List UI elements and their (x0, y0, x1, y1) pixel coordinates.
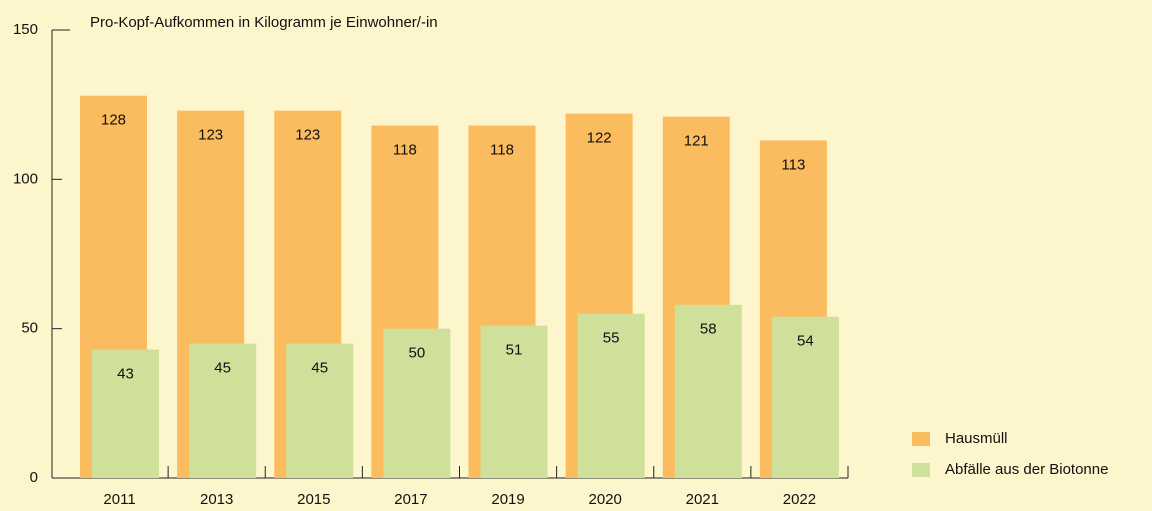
value-label: 118 (393, 142, 417, 159)
x-tick-label: 2019 (491, 491, 524, 508)
x-tick-label: 2015 (297, 491, 330, 508)
legend-swatch (912, 463, 930, 477)
value-label: 123 (295, 127, 320, 144)
x-tick-label: 2013 (200, 491, 233, 508)
legend-label: Abfälle aus der Biotonne (945, 461, 1108, 478)
value-label: 45 (311, 360, 328, 377)
bar (771, 316, 839, 478)
bar (92, 349, 159, 478)
value-label: 128 (101, 112, 126, 129)
y-tick-label: 150 (13, 21, 38, 38)
value-label: 118 (490, 142, 514, 159)
bar (674, 304, 742, 478)
value-label: 123 (198, 127, 223, 144)
x-tick-label: 2011 (103, 491, 135, 508)
value-label: 50 (409, 345, 426, 362)
bar (286, 343, 354, 478)
value-label: 45 (214, 360, 231, 377)
x-tick-label: 2021 (686, 491, 719, 508)
bar (480, 325, 548, 478)
bar (383, 328, 451, 478)
value-label: 55 (603, 330, 620, 347)
axis-title: Pro-Kopf-Aufkommen in Kilogramm je Einwo… (90, 14, 438, 31)
value-label: 54 (797, 333, 814, 350)
legend-label: Hausmüll (945, 430, 1008, 447)
x-tick-label: 2022 (783, 491, 816, 508)
x-tick-label: 2017 (394, 491, 427, 508)
value-label: 121 (684, 133, 709, 150)
y-tick-label: 50 (21, 320, 38, 337)
value-label: 122 (587, 130, 612, 147)
x-tick-label: 2020 (589, 491, 622, 508)
value-label: 58 (700, 321, 717, 338)
value-label: 113 (781, 156, 805, 173)
legend-swatch (912, 432, 930, 446)
y-tick-label: 0 (30, 469, 38, 486)
value-label: 43 (117, 366, 134, 383)
bar (577, 313, 645, 478)
value-label: 51 (506, 342, 523, 359)
bar (189, 343, 257, 478)
y-tick-label: 100 (13, 170, 38, 187)
